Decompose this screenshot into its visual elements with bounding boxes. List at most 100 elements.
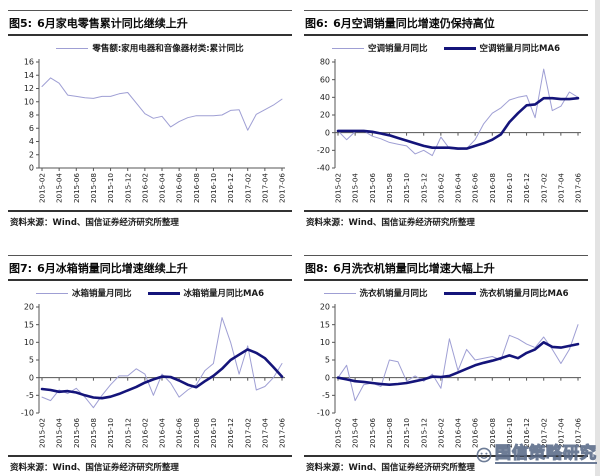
svg-text:2015-08: 2015-08 — [89, 418, 98, 448]
svg-text:2016-08: 2016-08 — [488, 418, 497, 448]
figure6-line-chart: -40 -20 0 20 40 60 80 2015-02 2015-04 2015-06 2015… — [317, 58, 583, 203]
figure7-source: 资料来源：Wind、国信证券经济研究所整理 — [8, 455, 292, 476]
svg-text:2015-02: 2015-02 — [334, 418, 343, 448]
svg-text:2015-12: 2015-12 — [123, 173, 132, 203]
svg-text:2015-04: 2015-04 — [55, 418, 64, 448]
svg-text:2016-02: 2016-02 — [436, 173, 445, 203]
svg-text:2016-04: 2016-04 — [454, 418, 463, 448]
legend-line-swatch — [332, 47, 365, 49]
svg-text:10: 10 — [24, 338, 34, 347]
legend-item: 空调销量月同比 — [332, 42, 428, 54]
figure6-title-text: 6月空调销量同比增速仍保持高位 — [333, 17, 495, 30]
svg-text:5: 5 — [325, 356, 330, 365]
svg-text:10: 10 — [24, 97, 34, 106]
svg-text:14: 14 — [24, 71, 34, 80]
legend-item: 洗衣机销量月同比 — [323, 287, 428, 299]
svg-text:2017-02: 2017-02 — [243, 418, 252, 448]
svg-text:2015-10: 2015-10 — [106, 173, 115, 203]
figure7-legend: 冰箱销量月同比 冰箱销量月同比MA6 — [8, 281, 292, 300]
figure7-label: 图7: — [9, 262, 33, 275]
svg-text:2016-02: 2016-02 — [140, 173, 149, 203]
svg-text:0: 0 — [325, 373, 330, 382]
svg-text:15: 15 — [24, 320, 34, 329]
svg-text:12: 12 — [24, 84, 34, 93]
svg-text:2015-06: 2015-06 — [368, 418, 377, 448]
svg-text:2016-10: 2016-10 — [505, 173, 514, 203]
svg-text:2016-10: 2016-10 — [505, 418, 514, 448]
legend-label: 洗衣机销量月同比MA6 — [479, 289, 569, 299]
svg-text:2: 2 — [29, 150, 34, 159]
svg-text:2016-10: 2016-10 — [209, 418, 218, 448]
svg-text:-40: -40 — [317, 164, 330, 173]
svg-text:2016-12: 2016-12 — [226, 418, 235, 448]
svg-text:2017-04: 2017-04 — [260, 173, 269, 203]
svg-text:16: 16 — [24, 58, 34, 67]
figure5-legend: 零售额:家用电器和音像器材类:累计同比 — [8, 36, 292, 55]
svg-text:2015-04: 2015-04 — [55, 173, 64, 203]
figure6-title: 图6: 6月空调销量同比增速仍保持高位 — [304, 11, 588, 36]
svg-text:2016-08: 2016-08 — [192, 418, 201, 448]
svg-text:2015-12: 2015-12 — [419, 418, 428, 448]
svg-text:2017-06: 2017-06 — [574, 418, 583, 448]
svg-text:2017-06: 2017-06 — [278, 173, 287, 203]
figure6-label: 图6: — [305, 17, 329, 30]
svg-text:2016-12: 2016-12 — [226, 173, 235, 203]
svg-text:2015-06: 2015-06 — [368, 173, 377, 203]
legend-line-swatch — [36, 292, 69, 294]
legend-line-swatch — [323, 292, 356, 294]
svg-text:8: 8 — [29, 111, 34, 120]
svg-text:2015-08: 2015-08 — [385, 418, 394, 448]
legend-item: 冰箱销量月同比MA6 — [147, 287, 264, 299]
svg-text:2015-10: 2015-10 — [402, 173, 411, 203]
svg-text:2016-06: 2016-06 — [471, 418, 480, 448]
svg-text:20: 20 — [24, 303, 34, 312]
legend-label: 空调销量月同比MA6 — [479, 44, 560, 54]
svg-text:2016-12: 2016-12 — [522, 418, 531, 448]
svg-text:2016-04: 2016-04 — [158, 418, 167, 448]
svg-text:2017-04: 2017-04 — [260, 418, 269, 448]
svg-text:-5: -5 — [26, 391, 34, 400]
svg-text:60: 60 — [320, 75, 330, 84]
figure7-panel: 图7: 6月冰箱销量同比增速继续上升 冰箱销量月同比 冰箱销量月同比MA6 -1… — [8, 255, 292, 476]
svg-text:5: 5 — [29, 356, 34, 365]
figure6-source: 资料来源：Wind、国信证券经济研究所整理 — [304, 210, 588, 231]
legend-line-swatch — [443, 291, 476, 295]
legend-label: 空调销量月同比 — [368, 44, 428, 54]
svg-text:2016-04: 2016-04 — [454, 173, 463, 203]
figures-grid: 图5: 6月家电零售累计同比继续上升 零售额:家用电器和音像器材类:累计同比 0… — [8, 10, 592, 476]
svg-text:2016-08: 2016-08 — [192, 173, 201, 203]
figure7-title: 图7: 6月冰箱销量同比增速继续上升 — [8, 256, 292, 281]
legend-item: 空调销量月同比MA6 — [443, 42, 560, 54]
figure5-label: 图5: — [9, 17, 33, 30]
figure6-panel: 图6: 6月空调销量同比增速仍保持高位 空调销量月同比 空调销量月同比MA6 -… — [304, 10, 588, 231]
legend-item: 冰箱销量月同比 — [36, 287, 132, 299]
legend-item: 洗衣机销量月同比MA6 — [443, 287, 569, 299]
brand-watermark-text: 国信策略研究 — [494, 443, 597, 464]
svg-text:2015-02: 2015-02 — [38, 418, 47, 448]
svg-text:2016-06: 2016-06 — [175, 418, 184, 448]
svg-text:2016-12: 2016-12 — [522, 173, 531, 203]
legend-line-swatch — [443, 46, 476, 50]
figure6-legend: 空调销量月同比 空调销量月同比MA6 — [304, 36, 588, 55]
svg-text:4: 4 — [29, 137, 34, 146]
legend-line-swatch — [56, 47, 89, 49]
svg-text:6: 6 — [29, 124, 34, 133]
svg-text:2015-02: 2015-02 — [38, 173, 47, 203]
svg-text:2015-10: 2015-10 — [402, 418, 411, 448]
svg-text:-5: -5 — [322, 391, 330, 400]
svg-text:2016-02: 2016-02 — [436, 418, 445, 448]
svg-text:2017-02: 2017-02 — [243, 173, 252, 203]
svg-text:20: 20 — [320, 303, 330, 312]
svg-text:2017-04: 2017-04 — [556, 173, 565, 203]
figure5-title: 图5: 6月家电零售累计同比继续上升 — [8, 11, 292, 36]
figure8-line-chart: -10 -5 0 5 10 15 20 2015-02 2015-04 2015-06 2015-0… — [317, 303, 583, 448]
figure5-panel: 图5: 6月家电零售累计同比继续上升 零售额:家用电器和音像器材类:累计同比 0… — [8, 10, 292, 231]
svg-text:15: 15 — [320, 320, 330, 329]
legend-line-swatch — [147, 291, 180, 295]
page-right-edge-shade — [595, 0, 600, 476]
figure8-legend: 洗衣机销量月同比 洗衣机销量月同比MA6 — [304, 281, 588, 300]
figure7-title-text: 6月冰箱销量同比增速继续上升 — [37, 262, 188, 275]
legend-label: 冰箱销量月同比MA6 — [183, 289, 264, 299]
figure8-title-text: 6月洗衣机销量同比增速大幅上升 — [333, 262, 495, 275]
svg-text:-10: -10 — [21, 409, 34, 418]
